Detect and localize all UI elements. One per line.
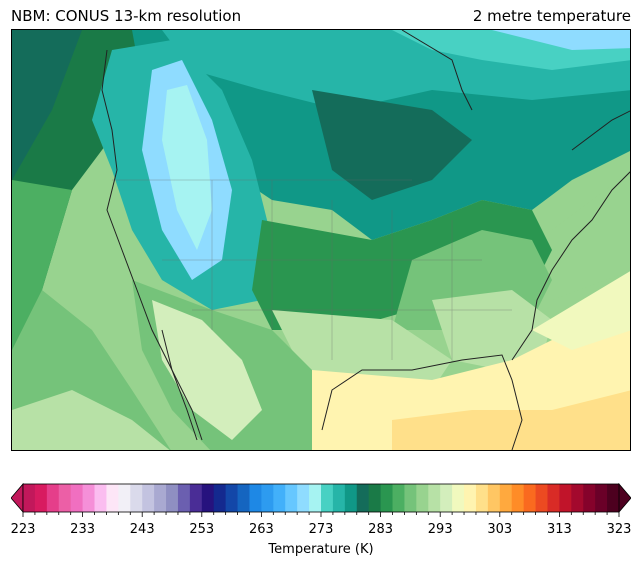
colorbar-tick-label: 323 [606, 522, 632, 537]
colorbar-tick-label: 313 [546, 522, 572, 537]
caribbean-warm-region [392, 390, 630, 450]
colorbar-segment [166, 484, 179, 512]
colorbar-min-extension [10, 482, 24, 514]
colorbar-segment [82, 484, 96, 512]
colorbar: 223 233 243 253 263 273 283 293 303 313 323 Temper… [10, 480, 632, 557]
colorbar-tick-label: 233 [70, 522, 96, 537]
colorbar-segment [559, 484, 572, 512]
colorbar-segment [452, 484, 465, 512]
colorbar-segment [261, 484, 274, 512]
far-northwest-ocean-region [12, 30, 82, 180]
colorbar-segment [607, 484, 620, 512]
colorbar-segment [237, 484, 250, 512]
colorbar-segment [416, 484, 429, 512]
colorbar-segment [154, 484, 167, 512]
colorbar-segment [106, 484, 119, 512]
colorbar-tick-label: 293 [427, 522, 453, 537]
pacific-coastline [101, 49, 203, 441]
colorbar-segment [321, 484, 334, 512]
colorbar-tick-label: 223 [10, 522, 36, 537]
colorbar-segment [332, 484, 346, 512]
colorbar-tick-label: 303 [487, 522, 513, 537]
colorbar-segment [428, 484, 441, 512]
gulf-coastline [321, 354, 523, 450]
colorbar-segment [404, 484, 417, 512]
st-lawrence-coastline [571, 110, 630, 151]
colorbar-segment [344, 484, 358, 512]
mexico-plateau-region [152, 300, 262, 440]
colorbar-segment [464, 484, 477, 512]
colorbar-segment [225, 484, 239, 512]
colorbar-segment [249, 484, 262, 512]
atlantic-coastline [511, 171, 630, 361]
colorbar-tick-label: 263 [248, 522, 274, 537]
state-lines-horizontal [162, 259, 512, 311]
colorbar-segment [380, 484, 394, 512]
great-lakes-cold-region [312, 90, 472, 200]
colorbar-segment [285, 484, 298, 512]
colorbar-tick-label: 253 [189, 522, 215, 537]
colorbar-segment [368, 484, 382, 512]
colorbar-segment [70, 484, 84, 512]
temperature-map [12, 30, 630, 450]
colorbar-segment [94, 484, 107, 512]
variable-title: 2 metre temperature [472, 7, 631, 25]
colorbar-segment [130, 484, 143, 512]
colorbar-segment [487, 484, 501, 512]
state-borders [112, 179, 512, 360]
colorbar-segment [142, 484, 155, 512]
colorbar-max-extension [618, 482, 632, 514]
colorbar-segment [571, 484, 584, 512]
colorbar-segment [273, 484, 286, 512]
colorbar-segment [356, 484, 370, 512]
colorbar-segment [46, 484, 60, 512]
colorbar-segment [34, 484, 48, 512]
colorbar-segment [511, 484, 525, 512]
coastlines [101, 30, 630, 450]
map-title: NBM: CONUS 13-km resolution [11, 7, 242, 25]
colorbar-segment [583, 484, 596, 512]
southwest-corner-region [12, 390, 170, 450]
colorbar-segment [535, 484, 548, 512]
colorbar-segment [523, 484, 537, 512]
colorbar-segment [118, 484, 131, 512]
state-lines-vertical [211, 180, 453, 360]
colorbar-segment [440, 484, 453, 512]
colorbar-segment [475, 484, 489, 512]
colorbar-segment [201, 484, 215, 512]
colorbar-segment [297, 484, 310, 512]
colorbar-segment [23, 484, 36, 512]
colorbar-tick-label: 243 [129, 522, 155, 537]
colorbar-segment [309, 484, 322, 512]
atlantic-warm-region [532, 271, 630, 350]
colorbar-segment [58, 484, 72, 512]
colorbar-segment [547, 484, 560, 512]
colorbar-tick-label: 273 [308, 522, 334, 537]
west-offshore-region [12, 180, 72, 350]
arctic-cold-patch [492, 30, 630, 50]
mountain-peak-region [162, 85, 212, 250]
colorbar-segment [177, 484, 191, 512]
baja-coastline [161, 329, 198, 441]
north-atlantic-region [552, 171, 630, 300]
colorbar-svg [10, 482, 632, 517]
colorbar-label: Temperature (K) [268, 542, 374, 557]
colorbar-segment [499, 484, 513, 512]
colorbar-segment [595, 484, 608, 512]
colorbar-tick-label: 283 [368, 522, 394, 537]
map-panel [11, 29, 631, 451]
colorbar-segment [392, 484, 405, 512]
colorbar-segment [189, 484, 203, 512]
colorbar-segment [213, 484, 227, 512]
hudson-bay-coastline [401, 30, 473, 111]
